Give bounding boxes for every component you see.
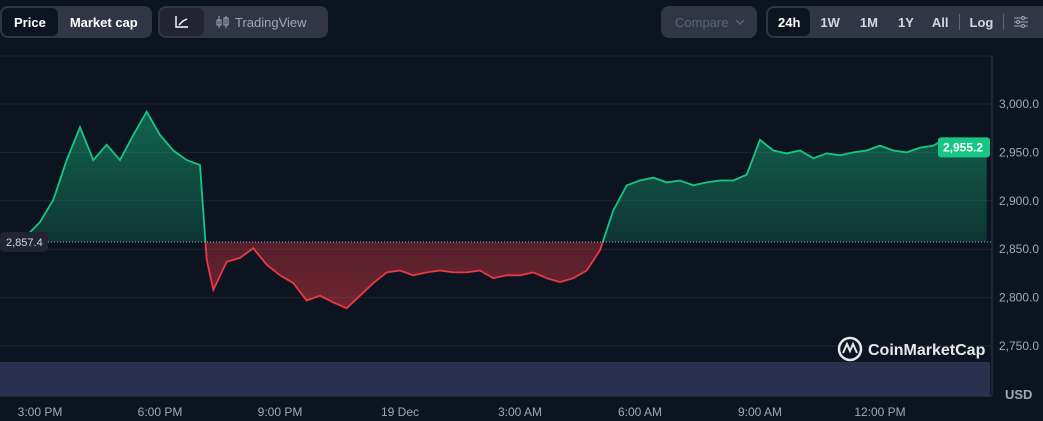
range-1m[interactable]: 1M bbox=[859, 14, 878, 30]
line-chart-button[interactable] bbox=[160, 8, 204, 36]
range-24h[interactable]: 24h bbox=[768, 8, 811, 36]
volume-bars bbox=[0, 362, 990, 396]
divider bbox=[1003, 14, 1005, 30]
last-price-badge bbox=[938, 137, 990, 158]
range-1w[interactable]: 1W bbox=[820, 14, 840, 30]
x-tick-label: 19 Dec bbox=[381, 405, 419, 419]
compare-dropdown[interactable]: Compare bbox=[661, 6, 757, 38]
range-all[interactable]: All bbox=[931, 14, 949, 30]
chart-type-toggle: TradingView bbox=[158, 6, 328, 38]
x-tick-label: 6:00 AM bbox=[618, 405, 662, 419]
x-tick-label: 9:00 AM bbox=[738, 405, 782, 419]
y-tick-label: 2,950.0 bbox=[999, 145, 1039, 159]
baseline-label: 2,857.4 bbox=[6, 237, 43, 249]
chevron-down-icon bbox=[735, 19, 745, 25]
type-toggle: Price Market cap bbox=[0, 6, 152, 38]
x-tick-label: 3:00 PM bbox=[18, 405, 63, 419]
y-tick-label: 2,800.0 bbox=[999, 291, 1039, 305]
brand-name: CoinMarketCap bbox=[868, 342, 986, 359]
divider bbox=[958, 14, 960, 30]
baseline-badge bbox=[0, 232, 48, 253]
sliders-icon bbox=[1014, 16, 1029, 28]
x-tick-label: 3:00 AM bbox=[498, 405, 542, 419]
range-1y[interactable]: 1Y bbox=[897, 14, 914, 30]
tab-price[interactable]: Price bbox=[2, 8, 58, 36]
area-above-baseline bbox=[0, 111, 987, 243]
range-toggle: 24h 1W 1M 1Y All Log bbox=[766, 6, 1043, 38]
compare-label: Compare bbox=[675, 14, 729, 30]
last-price-label: 2,955.2 bbox=[943, 140, 983, 154]
price-line-down bbox=[204, 242, 604, 310]
y-tick-label: 2,750.0 bbox=[999, 339, 1039, 353]
x-tick-label: 9:00 PM bbox=[258, 405, 303, 419]
x-tick-label: 6:00 PM bbox=[138, 405, 183, 419]
coinmarketcap-logo: CoinMarketCap bbox=[837, 336, 986, 362]
log-toggle[interactable]: Log bbox=[969, 14, 994, 30]
y-tick-label: 3,000.0 bbox=[999, 97, 1039, 111]
price-line-up bbox=[0, 109, 987, 243]
tab-market-cap[interactable]: Market cap bbox=[69, 14, 138, 30]
y-tick-label: 2,850.0 bbox=[999, 242, 1039, 256]
tradingview-label: TradingView bbox=[235, 14, 307, 30]
area-below-baseline bbox=[0, 242, 987, 309]
y-tick-label: 2,900.0 bbox=[999, 194, 1039, 208]
x-tick-label: 12:00 PM bbox=[854, 405, 905, 419]
line-chart-icon bbox=[175, 16, 188, 28]
settings-button[interactable] bbox=[1006, 8, 1036, 36]
tradingview-button[interactable]: TradingView bbox=[204, 8, 319, 36]
candlestick-icon bbox=[216, 16, 229, 28]
currency-label: USD bbox=[1005, 387, 1032, 402]
